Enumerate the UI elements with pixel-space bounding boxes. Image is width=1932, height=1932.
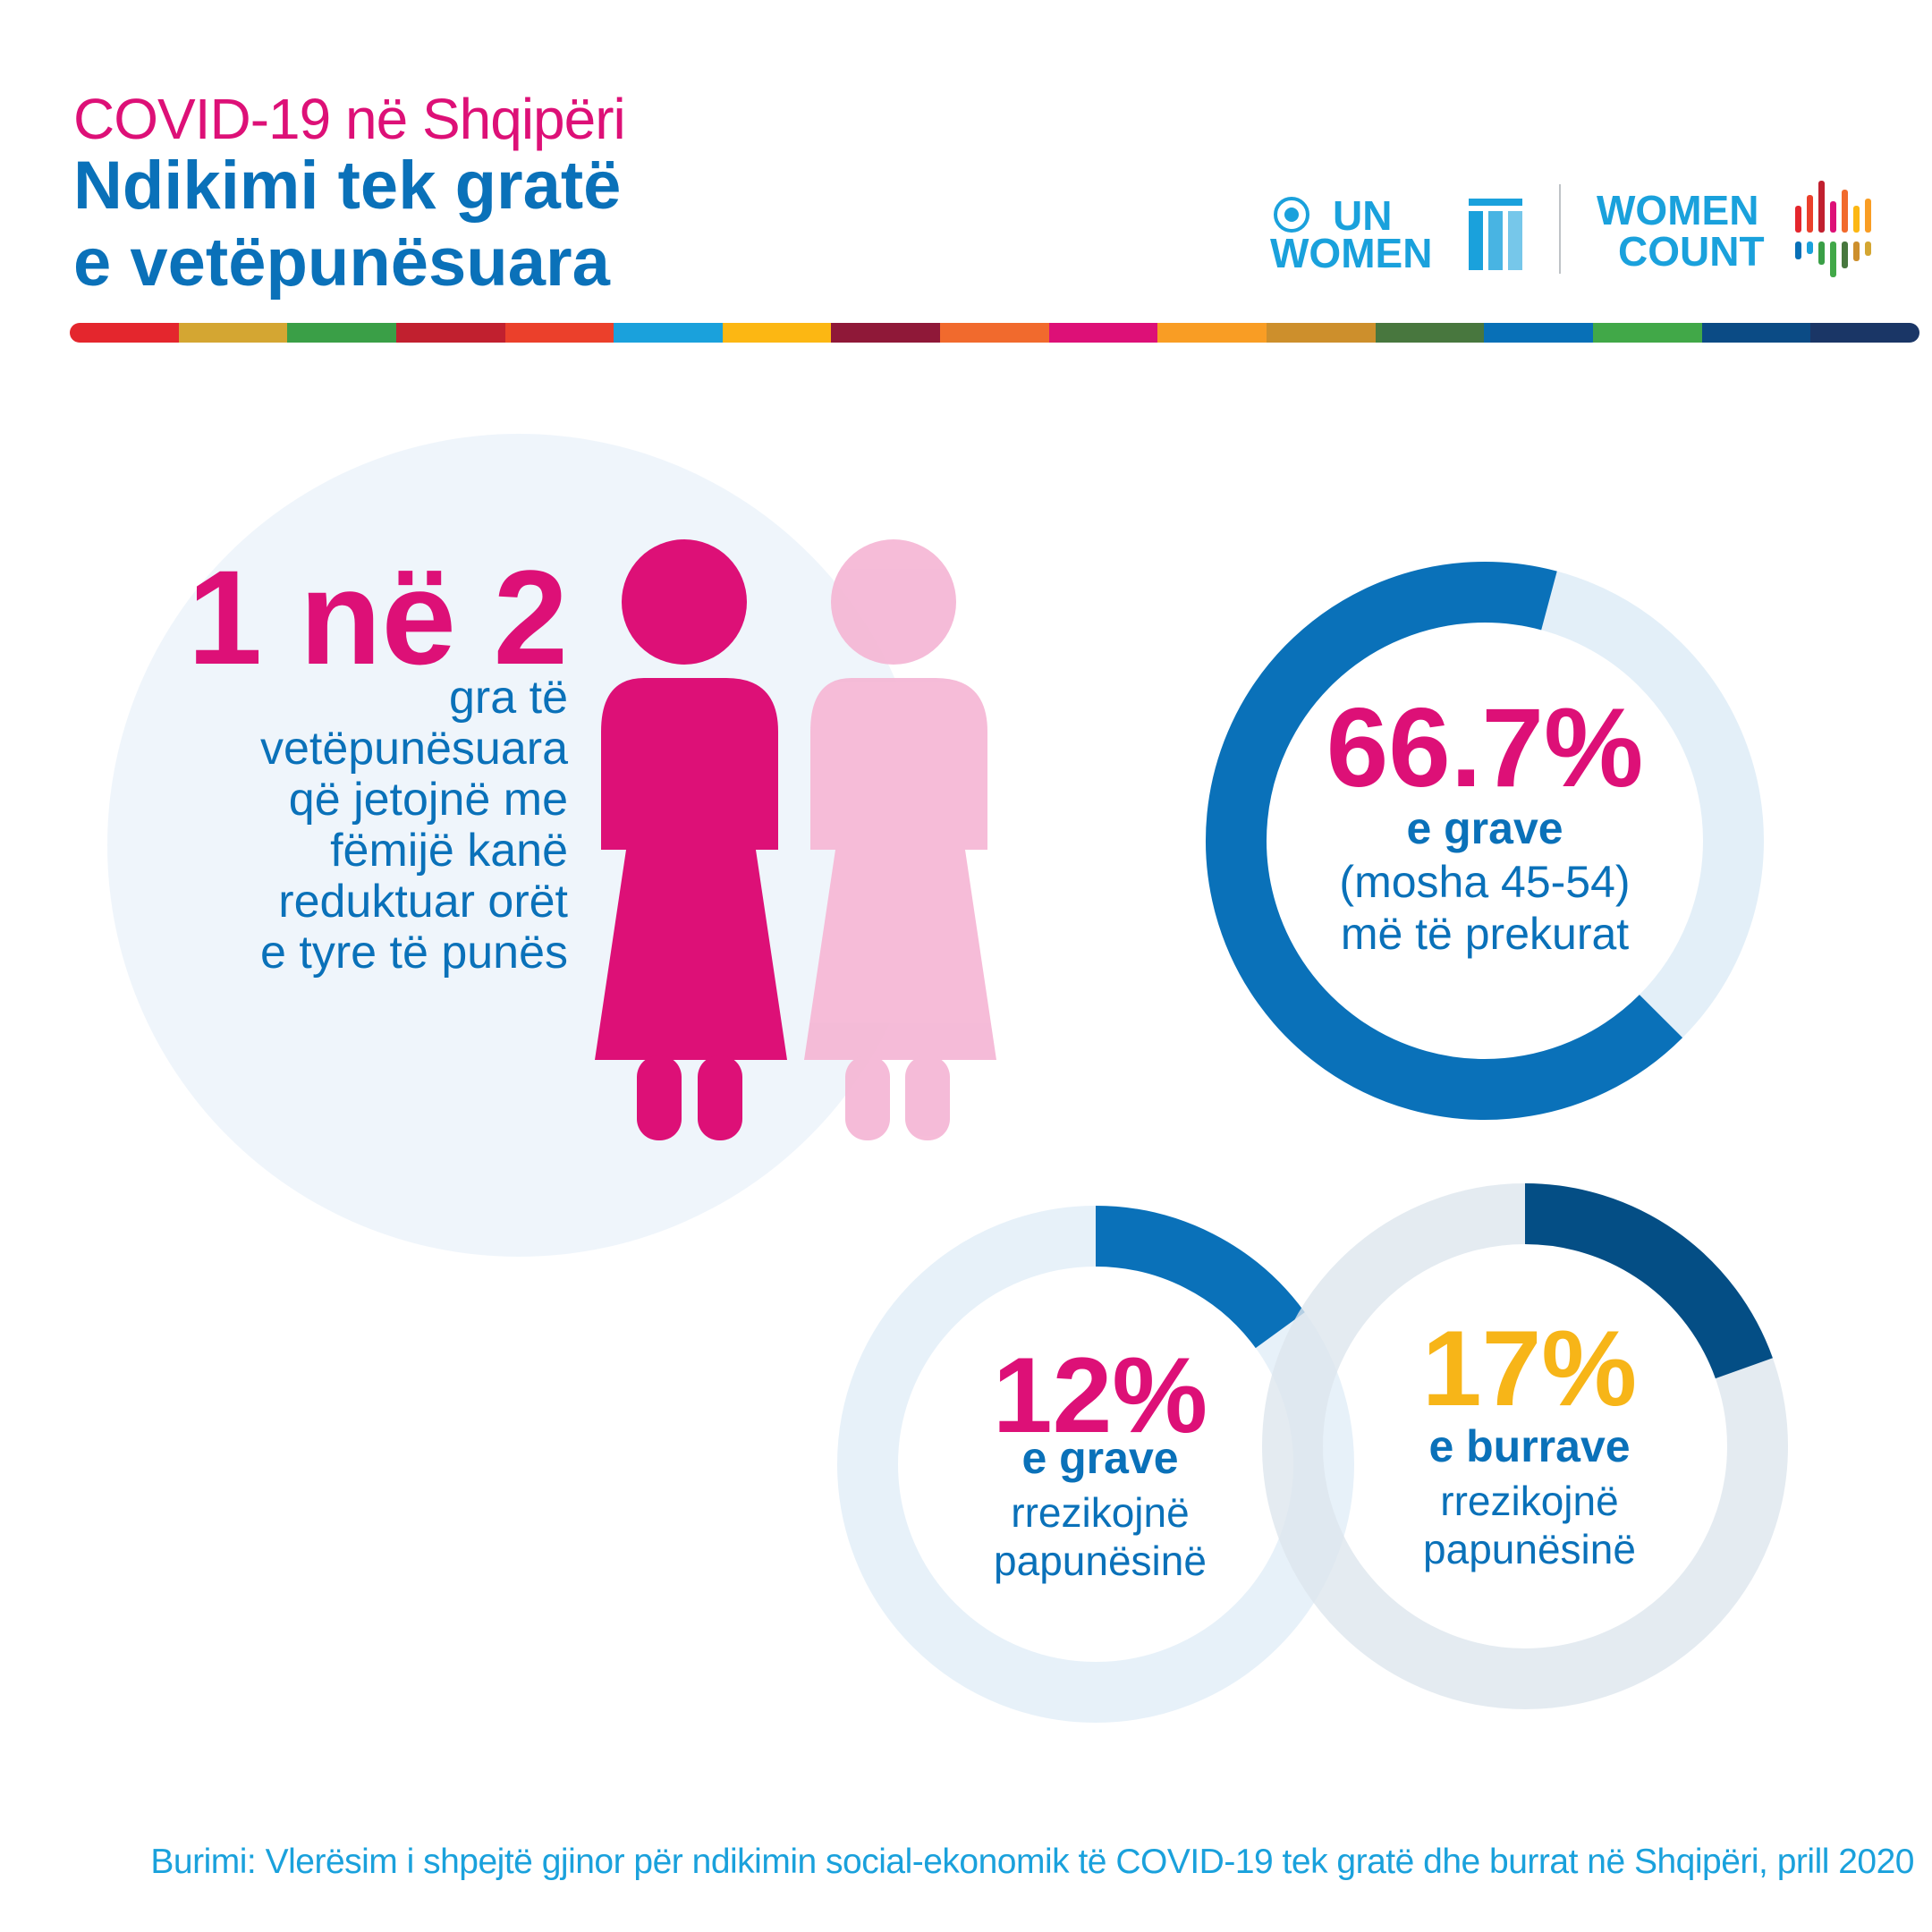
donut3-line: e burrave <box>1428 1421 1631 1471</box>
un-women-logo-line2: WOMEN <box>1270 230 1433 276</box>
stripe-segment <box>831 323 941 343</box>
stripe-segment <box>1048 323 1158 343</box>
un-emblem-icon <box>1274 197 1309 233</box>
donut3-line: rrezikojnë <box>1440 1478 1619 1524</box>
stat1-line: fëmijë kanë <box>330 825 568 877</box>
donut2-line: e grave <box>1021 1433 1179 1483</box>
donut3-line: papunësinë <box>1423 1526 1636 1572</box>
stripe-segment <box>614 323 723 343</box>
title-line-2: e vetëpunësuara <box>73 225 610 301</box>
un-women-mark-icon <box>1469 199 1522 270</box>
woman-figure-light-pink <box>804 539 996 1140</box>
donut2-line: rrezikojnë <box>1011 1489 1190 1536</box>
stripe-segment <box>1267 323 1376 343</box>
stripe-segment <box>178 323 288 343</box>
stat1-description: gra të vetëpunësuara që jetojnë me fëmij… <box>134 673 568 979</box>
donut1-line: (mosha 45-54) <box>1339 857 1631 907</box>
stat1-line: që jetojnë me <box>288 774 568 826</box>
donut-value-arc <box>1206 562 1683 1120</box>
stripe-segment <box>940 323 1049 343</box>
donut-value-arc <box>1095 1206 1305 1349</box>
women-count-logo: WOMEN COUNT <box>1597 187 1793 275</box>
stat1-line: gra të <box>449 672 568 724</box>
donut2-value-label: 12% <box>992 1335 1208 1455</box>
donut-chart-17 <box>1262 1183 1788 1709</box>
stripe-segment <box>287 323 396 343</box>
color-stripe <box>70 323 1919 343</box>
page-title: Ndikimi tek gratë e vetëpunësuara <box>73 148 621 301</box>
woman-figure-pink <box>595 539 787 1140</box>
stat1-value: 1 në 2 <box>187 542 568 692</box>
source-note: Burimi: Vlerësim i shpejtë gjinor për nd… <box>150 1843 1914 1881</box>
title-line-1: Ndikimi tek gratë <box>73 148 622 224</box>
stripe-segment <box>504 323 614 343</box>
stat1-line: reduktuar orët <box>278 876 568 928</box>
donut3-value-label: 17% <box>1421 1309 1638 1428</box>
donut-chart-12 <box>837 1206 1354 1723</box>
stripe-segment <box>1157 323 1267 343</box>
stripe-segment <box>395 323 505 343</box>
logo-divider <box>1559 184 1561 274</box>
stat1-line: vetëpunësuara <box>259 723 568 775</box>
women-count-bars-icon <box>1795 181 1871 277</box>
women-count-logo-line2: COUNT <box>1618 228 1765 275</box>
donut1-line: më të prekurat <box>1340 909 1630 959</box>
donut2-line: papunësinë <box>994 1538 1207 1584</box>
stripe-segment <box>1375 323 1485 343</box>
un-women-logo-line1: UN <box>1333 192 1393 239</box>
donut1-line: e grave <box>1406 803 1563 853</box>
stripe-segment <box>1592 323 1702 343</box>
un-women-logo: UN WOMEN <box>1270 192 1522 274</box>
stripe-segment <box>1484 323 1593 343</box>
page-subtitle: COVID-19 në Shqipëri <box>73 87 626 151</box>
donut1-value-label: 66.7% <box>1326 686 1644 810</box>
donut-chart-66-7 <box>1206 562 1764 1120</box>
donut-value-arc <box>1524 1183 1773 1379</box>
stripe-segment <box>1810 323 1919 343</box>
women-count-logo-line1: WOMEN <box>1597 187 1759 233</box>
stripe-segment <box>1701 323 1811 343</box>
stripe-segment <box>70 323 179 343</box>
stripe-segment <box>722 323 832 343</box>
stat1-line: e tyre të punës <box>260 927 568 979</box>
